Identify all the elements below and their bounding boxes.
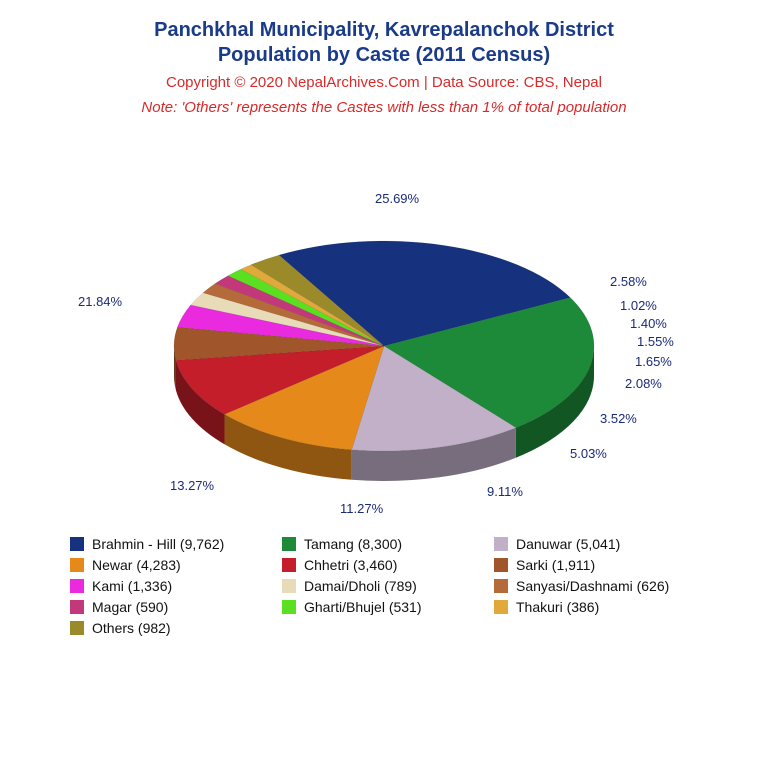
legend-item: Sarki (1,911): [494, 557, 698, 573]
pct-label: 1.55%: [637, 334, 674, 349]
pct-label: 11.27%: [340, 501, 383, 516]
legend-item: Gharti/Bhujel (531): [282, 599, 486, 615]
pct-label: 1.02%: [620, 298, 657, 313]
legend-swatch: [282, 558, 296, 572]
legend-item: Kami (1,336): [70, 578, 274, 594]
legend-item: Tamang (8,300): [282, 536, 486, 552]
title-line-1: Panchkhal Municipality, Kavrepalanchok D…: [0, 18, 768, 43]
pct-label: 1.40%: [630, 316, 667, 331]
legend-swatch: [282, 600, 296, 614]
legend-item: Others (982): [70, 620, 274, 636]
pct-label: 2.08%: [625, 376, 662, 391]
legend-item: Danuwar (5,041): [494, 536, 698, 552]
legend-label: Sarki (1,911): [516, 557, 595, 573]
legend-swatch: [70, 537, 84, 551]
legend-swatch: [494, 579, 508, 593]
legend-label: Danuwar (5,041): [516, 536, 620, 552]
legend-swatch: [494, 600, 508, 614]
legend-swatch: [282, 537, 296, 551]
legend-item: Newar (4,283): [70, 557, 274, 573]
pct-label: 5.03%: [570, 446, 607, 461]
pct-label: 25.69%: [375, 191, 419, 206]
legend-item: Magar (590): [70, 599, 274, 615]
pct-label: 1.65%: [635, 354, 672, 369]
legend-item: Sanyasi/Dashnami (626): [494, 578, 698, 594]
pct-label: 2.58%: [610, 274, 647, 289]
pct-label: 3.52%: [600, 411, 637, 426]
legend-item: Brahmin - Hill (9,762): [70, 536, 274, 552]
copyright-text: Copyright © 2020 NepalArchives.Com | Dat…: [0, 74, 768, 91]
legend-swatch: [494, 558, 508, 572]
legend-label: Kami (1,336): [92, 578, 172, 594]
legend-swatch: [70, 621, 84, 635]
legend-label: Thakuri (386): [516, 599, 599, 615]
legend-label: Damai/Dholi (789): [304, 578, 417, 594]
note-text: Note: 'Others' represents the Castes wit…: [0, 99, 768, 116]
title-line-2: Population by Caste (2011 Census): [0, 43, 768, 68]
legend-label: Gharti/Bhujel (531): [304, 599, 422, 615]
legend-swatch: [70, 558, 84, 572]
legend-swatch: [70, 579, 84, 593]
legend-item: Chhetri (3,460): [282, 557, 486, 573]
legend: Brahmin - Hill (9,762) Tamang (8,300) Danu…: [0, 536, 768, 656]
title-block: Panchkhal Municipality, Kavrepalanchok D…: [0, 0, 768, 116]
pct-label: 9.11%: [487, 484, 523, 499]
legend-swatch: [70, 600, 84, 614]
legend-label: Brahmin - Hill (9,762): [92, 536, 224, 552]
legend-label: Tamang (8,300): [304, 536, 402, 552]
legend-label: Sanyasi/Dashnami (626): [516, 578, 669, 594]
legend-label: Magar (590): [92, 599, 168, 615]
pct-label: 13.27%: [170, 478, 214, 493]
legend-label: Chhetri (3,460): [304, 557, 397, 573]
legend-swatch: [494, 537, 508, 551]
legend-item: Damai/Dholi (789): [282, 578, 486, 594]
legend-swatch: [282, 579, 296, 593]
legend-item: Thakuri (386): [494, 599, 698, 615]
legend-label: Newar (4,283): [92, 557, 181, 573]
legend-label: Others (982): [92, 620, 171, 636]
pct-label: 21.84%: [78, 294, 122, 309]
pie-chart: 25.69% 21.84% 13.27% 11.27% 9.11% 5.03% 3.52% 2…: [0, 116, 768, 536]
